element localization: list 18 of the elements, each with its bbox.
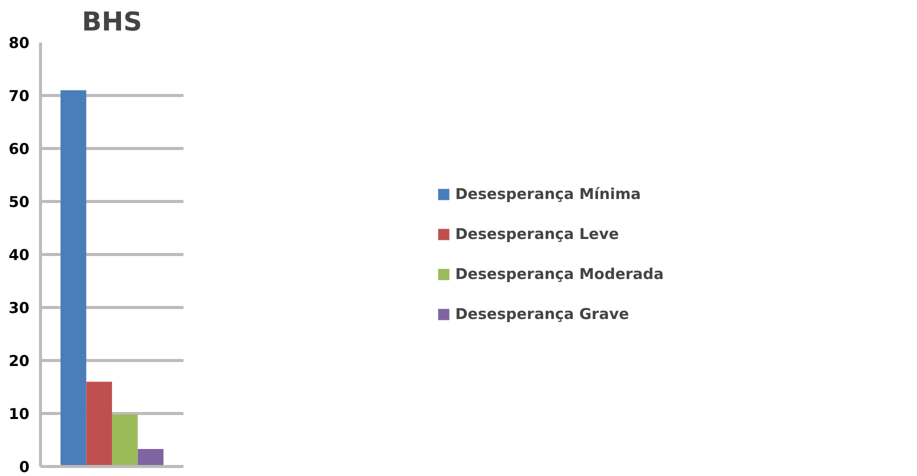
y-tick-label: 40 bbox=[8, 246, 30, 264]
y-tick-label: 30 bbox=[8, 299, 30, 317]
y-tick-label: 0 bbox=[19, 458, 30, 476]
y-tick-label: 70 bbox=[8, 87, 30, 105]
legend-label: Desesperança Moderada bbox=[455, 265, 664, 283]
bar bbox=[86, 382, 112, 466]
bar bbox=[60, 90, 86, 466]
bar bbox=[138, 449, 164, 466]
legend-label: Desesperança Mínima bbox=[455, 185, 641, 203]
legend-label: Desesperança Grave bbox=[455, 305, 630, 323]
y-tick-label: 50 bbox=[8, 193, 30, 211]
y-tick-label: 20 bbox=[8, 352, 30, 370]
y-tick-label: 60 bbox=[8, 140, 30, 158]
y-tick-label: 80 bbox=[8, 34, 30, 52]
y-tick-label: 10 bbox=[8, 405, 30, 423]
bar bbox=[112, 414, 138, 466]
legend-label: Desesperança Leve bbox=[455, 225, 619, 243]
chart-title: BHS bbox=[82, 8, 142, 38]
